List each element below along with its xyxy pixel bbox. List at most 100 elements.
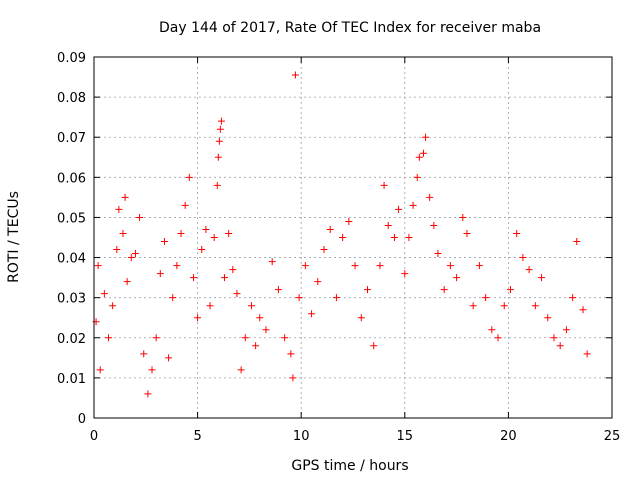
x-axis-label: GPS time / hours [291,458,408,474]
data-point [206,302,214,310]
data-point [289,374,297,382]
x-tick-label: 25 [604,429,621,444]
x-tick-label: 10 [293,429,310,444]
data-point [463,229,471,237]
data-point [434,250,442,258]
data-point [165,354,173,362]
data-point [241,334,249,342]
data-point [422,133,430,141]
data-point [390,234,398,241]
data-point [262,326,270,334]
data-point [100,290,108,298]
data-point [113,246,121,254]
data-point [494,334,502,342]
y-tick-label: 0.04 [57,252,86,267]
data-point [173,262,181,270]
data-point [446,262,454,270]
data-point [198,246,206,254]
data-point [247,302,255,310]
data-point [308,310,316,318]
data-point [415,153,423,161]
data-point [384,221,392,229]
data-point [376,262,384,270]
data-point [301,262,309,270]
data-point [140,350,148,358]
data-point [440,286,448,294]
data-point [217,117,225,125]
data-point [119,229,127,237]
data-point [189,274,197,282]
y-tick-label: 0.06 [57,171,86,186]
data-point [105,334,113,342]
data-point [430,221,438,229]
data-point [426,193,434,201]
data-point [131,250,139,258]
data-point [364,286,372,294]
data-point [215,137,223,145]
data-point [556,342,564,350]
grid-lines [94,57,612,418]
data-point [469,302,477,310]
axis-ticks: 0 0.01 0.02 0.03 0.04 0.05 0.06 0.07 0.08 0.09 0 5 1… [57,51,620,444]
data-point [475,262,483,270]
data-point [405,234,413,241]
data-point [115,205,123,213]
y-tick-label: 0.05 [57,211,86,226]
y-tick-label: 0.07 [57,131,86,146]
data-point [156,270,164,278]
y-axis-label: ROTI / TECUs [6,191,22,283]
data-point [459,213,467,221]
data-point [562,326,570,334]
x-tick-label: 0 [90,429,98,444]
data-point [500,302,508,310]
data-point [506,286,514,294]
data-point [185,173,193,181]
data-point [177,229,185,237]
data-point [525,266,533,274]
data-point [194,314,202,322]
data-point [531,302,539,310]
data-point [482,294,490,302]
data-point [320,246,328,254]
data-point [519,254,527,262]
y-tick-label: 0.09 [57,51,86,66]
data-point [281,334,289,342]
data-point [127,254,135,262]
data-point [413,173,421,181]
data-point [94,262,102,270]
data-point [210,234,218,241]
data-point [233,290,241,298]
data-point [538,274,546,282]
data-point [169,294,177,302]
data-point [351,262,359,270]
data-point [488,326,496,334]
data-point [453,274,461,282]
data-point [326,225,334,233]
data-point [148,366,156,374]
data-point [544,314,552,322]
x-tick-label: 5 [193,429,201,444]
data-point [214,153,222,161]
data-point [345,217,353,225]
data-point [221,274,229,282]
y-tick-label: 0.01 [57,372,86,387]
data-point [202,225,210,233]
data-point [401,270,409,278]
plot-frame [93,56,613,419]
data-point [237,366,245,374]
data-point [252,342,260,350]
chart-title: Day 144 of 2017, Rate Of TEC Index for r… [159,20,541,36]
data-point [550,334,558,342]
data-point [370,342,378,350]
data-point [213,181,221,189]
data-point [339,234,347,241]
data-point [295,294,303,302]
x-tick-label: 20 [500,429,517,444]
data-point [152,334,160,342]
data-point [216,125,224,133]
data-point [268,258,276,266]
data-point [109,302,117,310]
x-tick-label: 15 [397,429,414,444]
data-point [160,238,168,246]
